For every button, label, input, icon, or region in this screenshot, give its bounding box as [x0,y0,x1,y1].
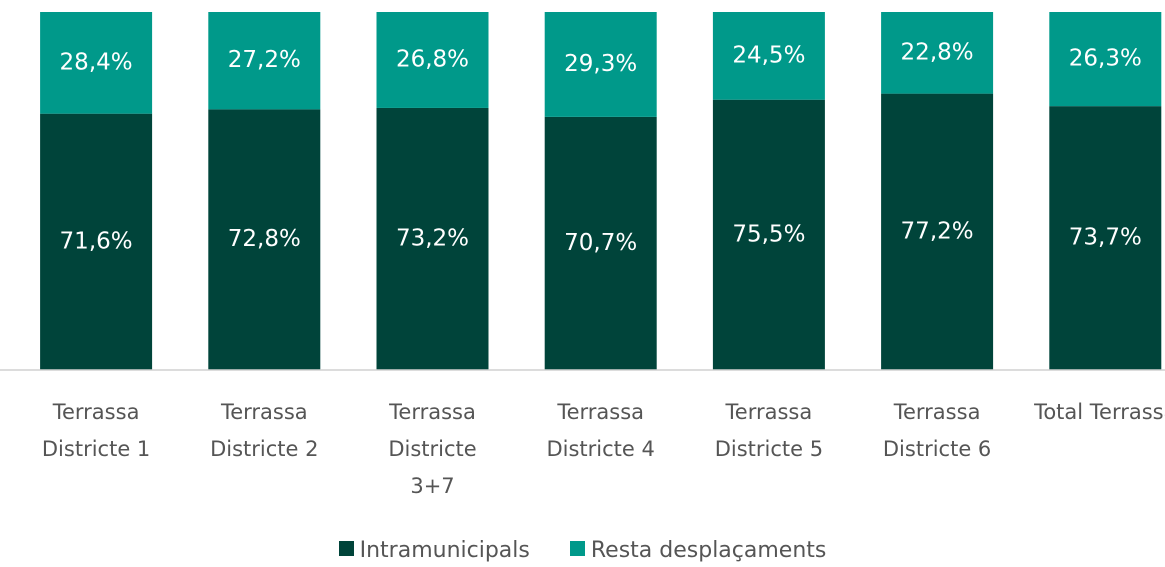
x-tick-label: Terrassa Districte 5 [714,400,824,461]
x-tick-label: Terrassa Districte 4 [546,400,655,461]
bar-segment [376,12,489,108]
data-label: 73,2% [396,225,469,251]
legend-label: Intramunicipals [359,538,530,563]
x-tick-label: Terrassa Districte 6 [882,400,992,461]
bar-segment [712,99,825,371]
bar-segment [544,12,657,117]
bar-segment [208,109,321,370]
bar-segment [1049,12,1162,107]
data-label: 71,6% [60,228,133,254]
legend-item: Intramunicipals [338,538,530,563]
data-label: 24,5% [732,42,805,68]
bar-segment [544,116,657,370]
bar-segment [1049,106,1162,371]
legend-swatch [338,541,354,556]
legend-label: Resta desplaçaments [590,538,827,563]
bar-segment [208,12,321,110]
bar-segment [881,93,994,371]
data-label: 29,3% [564,51,637,77]
data-label: 70,7% [564,230,637,256]
x-tick-label: Total Terrassa [1034,400,1165,424]
legend-swatch [569,541,585,556]
data-label: 27,2% [228,47,301,73]
x-tick-label: Terrassa Districte 1 [41,400,151,461]
data-label: 73,7% [1069,225,1142,251]
data-label: 26,3% [1069,46,1142,72]
bar-segment [40,12,153,114]
data-label: 75,5% [732,221,805,247]
data-label: 77,2% [901,218,974,244]
bar-segment [712,12,825,100]
data-label: 22,8% [901,39,974,65]
data-label: 28,4% [60,49,133,75]
x-tick-label: Terrassa Districte 3+7 [388,400,477,498]
data-label: 26,8% [396,46,469,72]
legend: Intramunicipals Resta desplaçaments [0,538,1165,563]
bar-segment [376,107,489,370]
legend-item: Resta desplaçaments [569,538,827,563]
bar-segment [40,113,153,370]
x-tick-label: Terrassa Districte 2 [210,400,319,461]
bar-segment [881,12,994,94]
data-label: 72,8% [228,226,301,252]
